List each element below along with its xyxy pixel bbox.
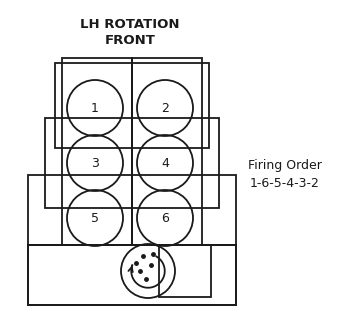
Text: 1-6-5-4-3-2: 1-6-5-4-3-2 xyxy=(250,176,320,190)
Text: FRONT: FRONT xyxy=(105,34,156,47)
Bar xyxy=(132,58,202,245)
Text: LH ROTATION: LH ROTATION xyxy=(80,18,180,31)
Bar xyxy=(132,175,236,245)
Text: 2: 2 xyxy=(161,101,169,115)
Bar xyxy=(62,58,132,245)
Bar xyxy=(45,118,132,208)
Text: 6: 6 xyxy=(161,212,169,224)
Bar xyxy=(55,63,132,148)
Bar xyxy=(159,245,211,297)
Text: 3: 3 xyxy=(91,156,99,169)
Bar xyxy=(132,63,209,148)
Bar xyxy=(28,175,132,245)
Bar xyxy=(132,118,219,208)
Text: 1: 1 xyxy=(91,101,99,115)
Bar xyxy=(28,245,236,305)
Bar xyxy=(28,245,236,305)
Text: 5: 5 xyxy=(91,212,99,224)
Text: 4: 4 xyxy=(161,156,169,169)
Text: Firing Order: Firing Order xyxy=(248,158,322,172)
